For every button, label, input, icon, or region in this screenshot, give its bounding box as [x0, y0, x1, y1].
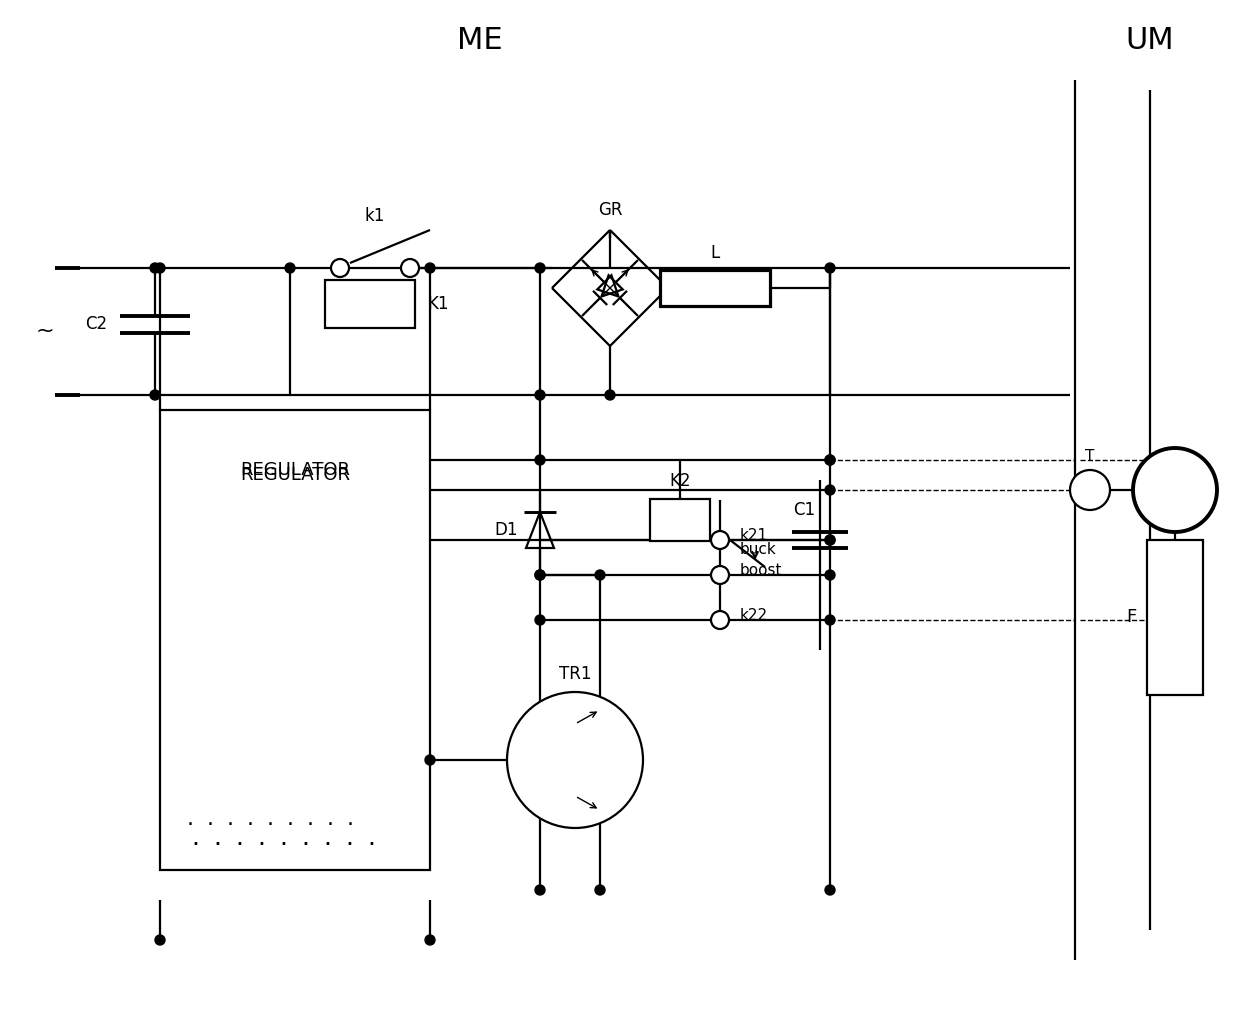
Text: T: T — [1085, 449, 1095, 464]
Circle shape — [825, 455, 835, 465]
Text: k22: k22 — [740, 607, 768, 622]
Circle shape — [595, 570, 605, 580]
Text: C2: C2 — [84, 315, 107, 333]
Text: A: A — [1167, 480, 1184, 500]
Text: ·: · — [301, 833, 309, 857]
Circle shape — [534, 455, 546, 465]
Text: F: F — [1127, 608, 1137, 626]
Circle shape — [825, 535, 835, 545]
Circle shape — [150, 263, 160, 273]
Circle shape — [1070, 470, 1110, 510]
Bar — [160, 410, 430, 870]
Circle shape — [155, 935, 165, 945]
Bar — [325, 280, 415, 328]
Circle shape — [825, 455, 835, 465]
Circle shape — [825, 615, 835, 625]
Circle shape — [711, 566, 729, 584]
Circle shape — [401, 259, 419, 277]
Circle shape — [825, 885, 835, 895]
Text: GR: GR — [598, 201, 622, 219]
Text: ·: · — [306, 815, 314, 835]
Text: ·: · — [213, 833, 221, 857]
Circle shape — [605, 390, 615, 400]
Text: buck: buck — [740, 542, 776, 557]
Text: ·: · — [257, 833, 265, 857]
Text: ·: · — [326, 815, 334, 835]
Circle shape — [825, 570, 835, 580]
Bar — [660, 270, 770, 306]
Text: ·: · — [345, 833, 353, 857]
Text: REGULATOR: REGULATOR — [241, 461, 350, 479]
Text: k21: k21 — [740, 527, 768, 543]
Circle shape — [1133, 448, 1216, 532]
Text: boost: boost — [740, 562, 782, 577]
Circle shape — [534, 570, 546, 580]
Text: ~: ~ — [1084, 483, 1096, 497]
Circle shape — [425, 935, 435, 945]
Text: K2: K2 — [670, 472, 691, 490]
Text: ·: · — [279, 833, 286, 857]
Text: ·: · — [267, 815, 274, 835]
Circle shape — [331, 259, 348, 277]
Bar — [1147, 540, 1203, 695]
Text: ·: · — [322, 833, 331, 857]
Text: ·: · — [207, 815, 213, 835]
Text: ·: · — [186, 815, 193, 835]
Text: REGULATOR: REGULATOR — [241, 466, 350, 484]
Circle shape — [155, 263, 165, 273]
Text: ·: · — [236, 833, 243, 857]
Text: ·: · — [227, 815, 233, 835]
Text: ME: ME — [458, 26, 502, 54]
Text: ·: · — [367, 833, 374, 857]
Circle shape — [825, 485, 835, 495]
Circle shape — [825, 263, 835, 273]
Bar — [650, 499, 711, 541]
Circle shape — [534, 570, 546, 580]
Circle shape — [285, 263, 295, 273]
Text: UM: UM — [1126, 26, 1174, 54]
Circle shape — [150, 390, 160, 400]
Circle shape — [711, 531, 729, 549]
Text: k1: k1 — [365, 207, 386, 225]
Text: TR1: TR1 — [559, 665, 591, 683]
Circle shape — [534, 885, 546, 895]
Circle shape — [711, 611, 729, 629]
Circle shape — [425, 755, 435, 765]
Circle shape — [534, 263, 546, 273]
Text: ~: ~ — [36, 321, 55, 341]
Text: ·: · — [286, 815, 294, 835]
Circle shape — [507, 692, 644, 828]
Text: C1: C1 — [792, 501, 815, 519]
Circle shape — [825, 535, 835, 545]
Circle shape — [425, 263, 435, 273]
Text: K1: K1 — [427, 295, 449, 313]
Circle shape — [595, 885, 605, 895]
Text: L: L — [711, 244, 719, 262]
Text: ·: · — [346, 815, 353, 835]
Circle shape — [534, 390, 546, 400]
Text: ·: · — [247, 815, 253, 835]
Circle shape — [534, 615, 546, 625]
Text: ·: · — [191, 833, 198, 857]
Text: D1: D1 — [495, 521, 518, 539]
